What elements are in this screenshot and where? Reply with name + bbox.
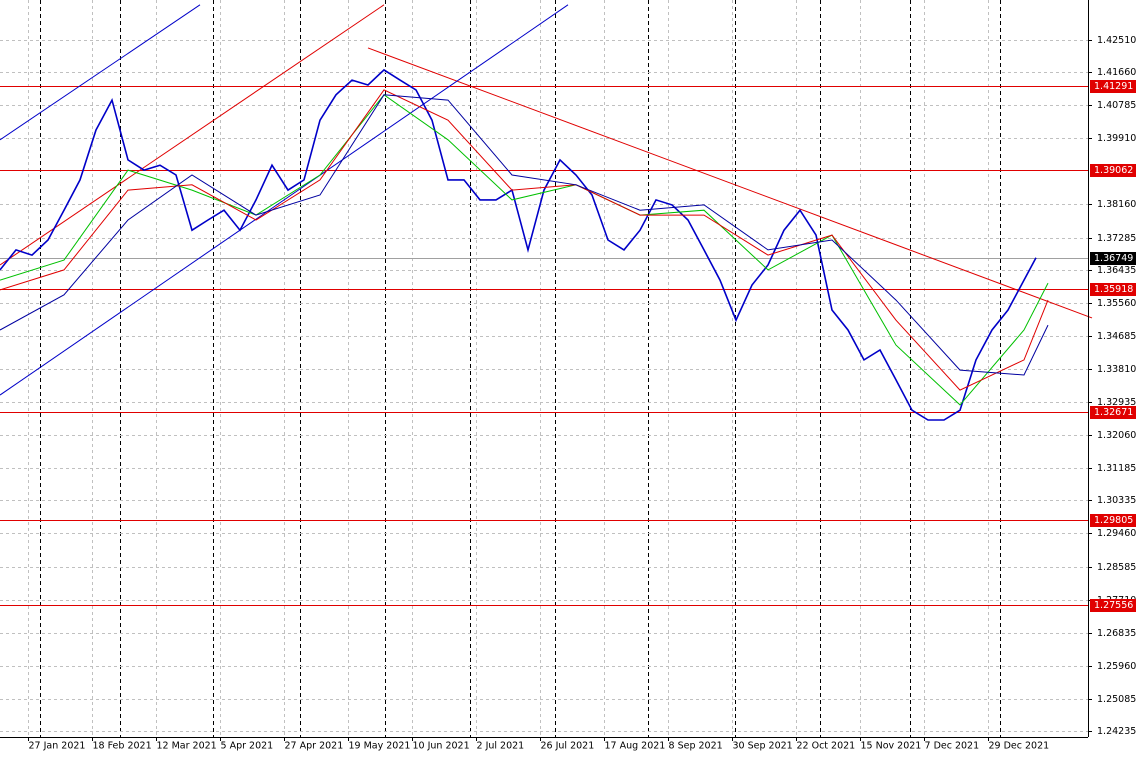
level-label-box bbox=[1090, 514, 1136, 527]
x-tick-label: 27 Jan 2021 bbox=[29, 741, 86, 752]
y-tick-label: 1.29460 bbox=[1097, 528, 1136, 539]
y-tick-label: 1.36435 bbox=[1097, 265, 1136, 276]
x-tick-label: 18 Feb 2021 bbox=[93, 741, 152, 752]
trendline bbox=[0, 4, 201, 141]
level-label-box bbox=[1090, 164, 1136, 177]
x-tick-label: 17 Aug 2021 bbox=[605, 741, 666, 752]
x-tick-label: 12 Mar 2021 bbox=[157, 741, 217, 752]
level-label: 1.41291 bbox=[1094, 81, 1133, 92]
y-tick-label: 1.42510 bbox=[1097, 35, 1136, 46]
x-tick-label: 27 Apr 2021 bbox=[285, 741, 344, 752]
x-tick-label: 19 May 2021 bbox=[349, 741, 411, 752]
y-tick-label: 1.25960 bbox=[1097, 661, 1136, 672]
x-tick-label: 7 Dec 2021 bbox=[925, 741, 980, 752]
level-label: 1.27556 bbox=[1094, 600, 1133, 611]
moving-average bbox=[0, 89, 1049, 391]
y-tick-label: 1.30335 bbox=[1097, 495, 1136, 506]
y-tick-label: 1.33810 bbox=[1097, 364, 1136, 375]
x-tick-label: 30 Sep 2021 bbox=[733, 741, 793, 752]
moving-average bbox=[0, 94, 1049, 406]
level-label-box bbox=[1090, 283, 1136, 296]
x-tick-label: 15 Nov 2021 bbox=[861, 741, 922, 752]
level-label: 1.29805 bbox=[1094, 515, 1133, 526]
trendline bbox=[0, 4, 569, 396]
level-label-box bbox=[1090, 599, 1136, 612]
level-label: 1.35918 bbox=[1094, 284, 1133, 295]
x-tick-label: 10 Jun 2021 bbox=[413, 741, 470, 752]
level-label-box bbox=[1090, 80, 1136, 93]
x-tick-label: 29 Dec 2021 bbox=[989, 741, 1050, 752]
y-tick-label: 1.28585 bbox=[1097, 562, 1136, 573]
x-tick-label: 2 Jul 2021 bbox=[477, 741, 525, 752]
y-tick-label: 1.35560 bbox=[1097, 298, 1136, 309]
current-price-label: 1.36749 bbox=[1094, 253, 1133, 264]
y-tick-label: 1.24235 bbox=[1097, 726, 1136, 737]
x-tick-label: 8 Sep 2021 bbox=[669, 741, 723, 752]
level-label: 1.39062 bbox=[1094, 165, 1133, 176]
y-tick-label: 1.26835 bbox=[1097, 628, 1136, 639]
y-tick-label: 1.34685 bbox=[1097, 331, 1136, 342]
moving-average bbox=[0, 94, 1049, 376]
y-tick-label: 1.39910 bbox=[1097, 133, 1136, 144]
level-label-box bbox=[1090, 406, 1136, 419]
y-tick-label: 1.37285 bbox=[1097, 233, 1136, 244]
x-tick-label: 5 Apr 2021 bbox=[221, 741, 274, 752]
y-tick-label: 1.32060 bbox=[1097, 430, 1136, 441]
y-tick-label: 1.40785 bbox=[1097, 100, 1136, 111]
trendline bbox=[367, 47, 1093, 319]
y-tick-label: 1.32935 bbox=[1097, 397, 1136, 408]
y-tick-label: 1.31185 bbox=[1097, 463, 1136, 474]
current-price-box bbox=[1090, 252, 1136, 265]
level-label: 1.32671 bbox=[1094, 407, 1133, 418]
y-tick-label: 1.41660 bbox=[1097, 67, 1136, 78]
x-tick-label: 22 Oct 2021 bbox=[797, 741, 856, 752]
trendline bbox=[0, 4, 385, 266]
y-tick-label: 1.25085 bbox=[1097, 694, 1136, 705]
plot-area bbox=[0, 0, 1093, 737]
y-tick-label: 1.38160 bbox=[1097, 199, 1136, 210]
x-tick-label: 26 Jul 2021 bbox=[541, 741, 595, 752]
